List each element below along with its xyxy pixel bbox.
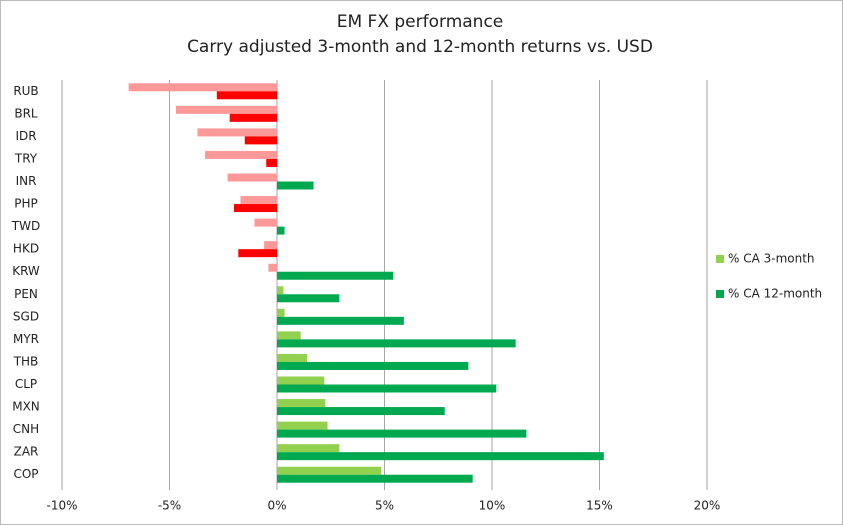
bar [277, 226, 285, 235]
bar [227, 173, 277, 182]
bar [238, 249, 277, 258]
bar [277, 452, 604, 461]
bar [229, 113, 277, 122]
bar [277, 308, 285, 317]
y-tick-label: SGD [13, 309, 39, 323]
y-tick-label: IDR [15, 129, 36, 143]
x-tick-label: -5% [158, 499, 181, 513]
bar [277, 316, 404, 325]
bar [277, 429, 527, 438]
y-tick-label: TRY [14, 151, 38, 165]
bar [264, 241, 277, 250]
y-tick-label: CLP [15, 377, 37, 391]
bar [277, 286, 284, 295]
bar [254, 218, 277, 227]
y-tick-label: HKD [13, 242, 39, 256]
x-tick-label: 20% [694, 499, 721, 513]
bar [266, 158, 277, 167]
legend-swatch [716, 290, 724, 298]
y-tick-label: TWD [11, 219, 40, 233]
y-tick-label: PHP [14, 197, 38, 211]
bar [234, 204, 277, 213]
bar [277, 421, 328, 430]
x-tick-label: 5% [375, 499, 394, 513]
legend-label: % CA 3-month [728, 252, 815, 266]
bar [277, 407, 445, 416]
bar [244, 136, 277, 145]
bar [277, 361, 469, 370]
bar [277, 331, 301, 340]
y-tick-label: MYR [13, 332, 39, 346]
chart-subtitle: Carry adjusted 3-month and 12-month retu… [187, 37, 653, 57]
bar [268, 263, 277, 272]
bar [277, 376, 325, 385]
y-tick-label: ZAR [14, 445, 39, 459]
bar [197, 128, 277, 137]
x-tick-label: -10% [46, 499, 77, 513]
chart-title: EM FX performance [337, 12, 504, 32]
bar [277, 353, 308, 362]
bar [240, 196, 277, 205]
y-tick-label: COP [13, 467, 38, 481]
bar [277, 384, 497, 393]
x-tick-label: 10% [479, 499, 506, 513]
bar [277, 399, 326, 408]
legend-swatch [716, 255, 724, 263]
x-tick-label: 0% [267, 499, 286, 513]
y-tick-label: RUB [13, 84, 38, 98]
bar [277, 181, 314, 190]
y-tick-label: KRW [12, 264, 40, 278]
y-tick-label: THB [13, 354, 39, 368]
bar [175, 105, 277, 114]
bar [204, 150, 277, 159]
y-tick-label: PEN [14, 287, 38, 301]
bar [277, 474, 473, 483]
bar [277, 271, 394, 280]
y-tick-label: CNH [13, 422, 39, 436]
bar [128, 83, 277, 92]
x-tick-label: 15% [586, 499, 613, 513]
y-tick-label: BRL [14, 106, 38, 120]
y-tick-label: MXN [12, 400, 40, 414]
legend-label: % CA 12-month [728, 287, 822, 301]
bar [277, 444, 340, 453]
y-tick-label: INR [16, 174, 37, 188]
bar [277, 294, 340, 303]
bar [277, 339, 516, 348]
bar [216, 91, 277, 100]
bar [277, 466, 382, 475]
